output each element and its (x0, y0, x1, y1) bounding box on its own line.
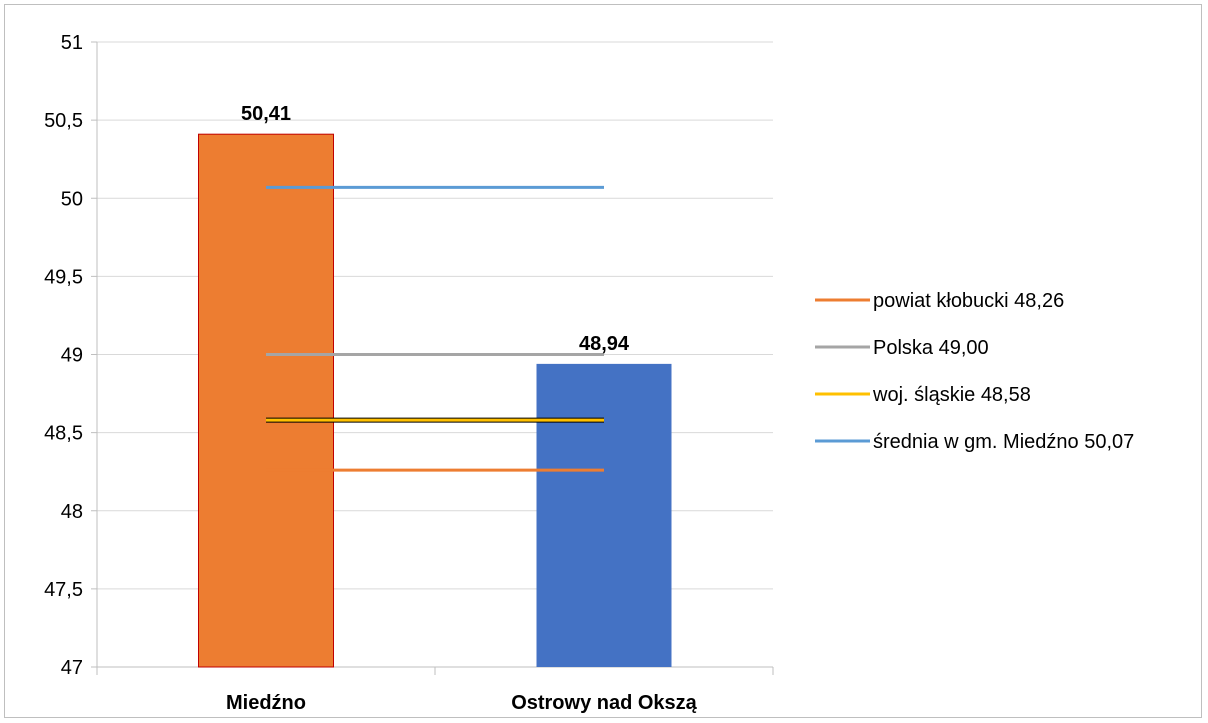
reference-lines (266, 185, 604, 472)
bar (198, 133, 334, 668)
y-tick-label: 47,5 (44, 579, 83, 601)
y-tick-label: 49 (61, 345, 83, 367)
y-tick-label: 48 (61, 501, 83, 523)
y-tick-label: 49,5 (44, 266, 83, 288)
legend-label: Polska 49,00 (873, 337, 989, 359)
bars (198, 133, 672, 668)
data-label: 48,94 (579, 333, 630, 355)
y-tick-label: 50,5 (44, 110, 83, 132)
labels: 47 47,5 48 48,5 49 49,5 50 50,5 51 50,41 Miedźno 48… (44, 32, 698, 714)
legend-label: woj. śląskie 48,58 (872, 384, 1031, 406)
category-label: Ostrowy nad Okszą (511, 692, 697, 714)
legend-label: średnia w gm. Miedźno 50,07 (873, 431, 1134, 453)
legend-label: powiat kłobucki 48,26 (873, 290, 1064, 312)
y-tick-label: 48,5 (44, 423, 83, 445)
category-label: Miedźno (226, 692, 306, 714)
y-tick-label: 51 (61, 32, 83, 54)
bar (536, 363, 672, 667)
y-tick-label: 47 (61, 657, 83, 679)
legend: powiat kłobucki 48,26 Polska 49,00 woj. śl… (815, 290, 1134, 453)
y-tick-label: 50 (61, 188, 83, 210)
data-label: 50,41 (241, 103, 291, 125)
